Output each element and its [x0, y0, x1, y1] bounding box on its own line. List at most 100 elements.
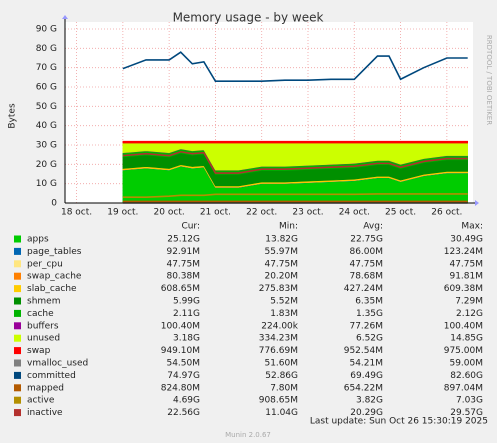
legend-value: 54.21M	[349, 359, 383, 369]
legend-value: 609.38M	[444, 284, 483, 294]
x-tick-label: 19 oct.	[107, 208, 138, 218]
legend-value: 5.99G	[173, 297, 200, 307]
legend-value: 2.12G	[456, 309, 483, 319]
legend-value: 30.49G	[450, 235, 483, 245]
legend-swatch	[14, 309, 21, 317]
legend-label: committed	[27, 371, 76, 381]
legend-value: 92.91M	[166, 247, 200, 257]
legend-label: cache	[27, 309, 54, 319]
x-tick-label: 21 oct.	[200, 208, 231, 218]
last-update: Last update: Sun Oct 26 15:30:19 2025	[310, 417, 488, 427]
legend-value: 47.75M	[264, 259, 298, 269]
legend-value: 22.56G	[167, 408, 200, 418]
legend-value: 47.75M	[449, 259, 483, 269]
legend-value: 123.24M	[444, 247, 483, 257]
legend-value: 654.22M	[344, 383, 383, 393]
legend-swatch	[14, 384, 21, 392]
legend-value: 275.83M	[259, 284, 298, 294]
legend-value: 334.23M	[259, 334, 298, 344]
legend-value: 7.03G	[456, 396, 483, 406]
legend-value: 2.11G	[173, 309, 200, 319]
x-tick-label: 18 oct.	[61, 208, 92, 218]
legend-value: 952.54M	[344, 346, 383, 356]
legend-value: 4.69G	[173, 396, 200, 406]
legend-value: 6.35M	[355, 297, 383, 307]
footer: Munin 2.0.67	[225, 431, 271, 439]
y-tick-label: 30 G	[36, 141, 57, 151]
legend-value: 59.00M	[449, 359, 483, 369]
legend-value: 949.10M	[161, 346, 200, 356]
legend-value: 22.75G	[350, 235, 383, 245]
x-tick-label: 26 oct.	[431, 208, 462, 218]
legend-swatch	[14, 247, 21, 255]
axes: 0 10 G 20 G 30 G 40 G 50 G 60 G 70 G 80 G 90 G 18 …	[36, 15, 479, 218]
legend-value: 77.26M	[349, 321, 383, 331]
legend-swatch	[14, 260, 21, 268]
y-tick-label: 80 G	[36, 44, 57, 54]
legend-value: 908.65M	[259, 396, 298, 406]
y-tick-label: 10 G	[36, 179, 57, 189]
legend-swatch	[14, 359, 21, 367]
legend-value: 897.04M	[444, 383, 483, 393]
y-tick-label: 0	[51, 199, 57, 209]
legend-value: 1.83M	[270, 309, 298, 319]
legend-swatch	[14, 409, 21, 417]
legend-header: Avg:	[363, 222, 383, 232]
legend-swatch	[14, 396, 21, 404]
x-tick-label: 22 oct.	[246, 208, 277, 218]
y-tick-label: 90 G	[36, 25, 57, 35]
legend-header: Min:	[279, 222, 298, 232]
legend-value: 20.29G	[350, 408, 383, 418]
y-tick-label: 40 G	[36, 121, 57, 131]
line	[122, 193, 468, 198]
legend-swatch	[14, 347, 21, 355]
legend-value: 7.29M	[455, 297, 483, 307]
y-tick-label: 70 G	[36, 63, 57, 73]
legend: Cur: Min: Avg: Max: apps 25.12G 13.82G 22.75G 30…	[14, 222, 483, 418]
x-tick-label: 24 oct.	[339, 208, 370, 218]
legend-value: 100.40M	[444, 321, 483, 331]
legend-value: 82.60G	[450, 371, 483, 381]
legend-value: 14.85G	[450, 334, 483, 344]
legend-value: 69.49G	[350, 371, 383, 381]
y-axis-label: Bytes	[8, 103, 18, 129]
legend-value: 55.97M	[264, 247, 298, 257]
legend-value: 975.00M	[444, 346, 483, 356]
x-arrow	[475, 200, 479, 206]
legend-swatch	[14, 272, 21, 280]
legend-value: 11.04G	[265, 408, 298, 418]
y-arrow	[62, 15, 68, 19]
legend-label: inactive	[27, 408, 63, 418]
legend-label: buffers	[27, 321, 59, 331]
legend-value: 51.60M	[264, 359, 298, 369]
legend-header: Max:	[461, 222, 483, 232]
legend-value: 3.18G	[173, 334, 200, 344]
legend-label: page_tables	[27, 247, 82, 257]
legend-value: 74.97G	[167, 371, 200, 381]
legend-value: 608.65M	[161, 284, 200, 294]
legend-label: slab_cache	[27, 284, 77, 294]
legend-value: 6.52G	[356, 334, 383, 344]
line	[122, 51, 468, 82]
legend-value: 20.20M	[264, 272, 298, 282]
legend-value: 78.68M	[349, 272, 383, 282]
legend-value: 80.38M	[166, 272, 200, 282]
legend-swatch	[14, 285, 21, 293]
y-tick-label: 50 G	[36, 102, 57, 112]
legend-value: 13.82G	[265, 235, 298, 245]
legend-value: 3.82G	[356, 396, 383, 406]
legend-value: 5.52M	[270, 297, 298, 307]
legend-value: 100.40M	[161, 321, 200, 331]
legend-value: 776.69M	[259, 346, 298, 356]
legend-value: 427.24M	[344, 284, 383, 294]
legend-value: 824.80M	[161, 383, 200, 393]
side-text: RRDTOOL / TOBI OETIKER	[485, 35, 493, 125]
area	[122, 140, 468, 144]
legend-label: mapped	[27, 383, 64, 393]
legend-label: per_cpu	[27, 259, 63, 269]
legend-value: 25.12G	[167, 235, 200, 245]
legend-label: apps	[27, 235, 49, 245]
legend-value: 1.35G	[356, 309, 383, 319]
legend-value: 47.75M	[166, 259, 200, 269]
legend-value: 29.57G	[450, 408, 483, 418]
